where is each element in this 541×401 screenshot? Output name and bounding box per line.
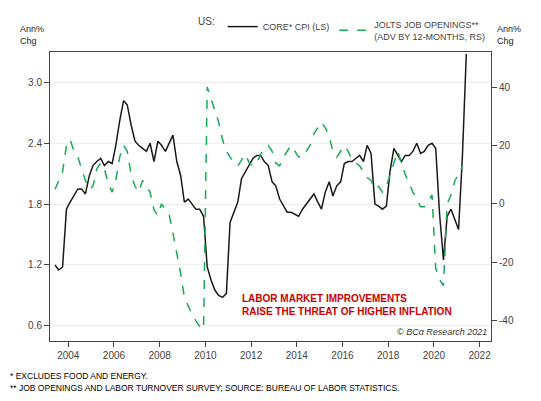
svg-text:2006: 2006 (103, 350, 126, 361)
svg-text:* EXCLUDES FOOD AND ENERGY.: * EXCLUDES FOOD AND ENERGY. (10, 371, 148, 381)
svg-text:US:: US: (198, 16, 215, 27)
svg-text:2008: 2008 (149, 350, 172, 361)
svg-text:40: 40 (499, 82, 511, 93)
svg-text:© BCα Research 2021: © BCα Research 2021 (397, 327, 487, 337)
svg-text:0: 0 (499, 198, 505, 209)
svg-text:2022: 2022 (468, 350, 491, 361)
svg-text:Ann%Chg: Ann%Chg (497, 24, 521, 46)
svg-text:0.6: 0.6 (28, 320, 42, 331)
svg-text:Ann%Chg: Ann%Chg (20, 24, 44, 46)
svg-text:2012: 2012 (240, 350, 263, 361)
svg-text:20: 20 (499, 140, 511, 151)
svg-text:2.4: 2.4 (28, 138, 42, 149)
svg-text:-20: -20 (499, 257, 514, 268)
svg-text:2016: 2016 (331, 350, 354, 361)
svg-text:2010: 2010 (194, 350, 217, 361)
svg-text:2004: 2004 (57, 350, 80, 361)
svg-text:** JOB OPENINGS AND LABOR TURN: ** JOB OPENINGS AND LABOR TURNOVER SURVE… (10, 383, 399, 393)
svg-text:2014: 2014 (286, 350, 309, 361)
svg-text:JOLTS JOB OPENINGS**(ADV BY 12: JOLTS JOB OPENINGS**(ADV BY 12-MONTHS, R… (374, 20, 485, 42)
svg-text:1.2: 1.2 (28, 259, 42, 270)
svg-text:CORE* CPI (LS): CORE* CPI (LS) (263, 22, 330, 32)
svg-text:3.0: 3.0 (28, 77, 42, 88)
svg-text:1.8: 1.8 (28, 199, 42, 210)
svg-text:-40: -40 (499, 315, 514, 326)
svg-text:LABOR MARKET IMPROVEMENTSRAISE: LABOR MARKET IMPROVEMENTSRAISE THE THREA… (242, 293, 452, 317)
svg-text:2020: 2020 (423, 350, 446, 361)
svg-text:2018: 2018 (377, 350, 400, 361)
